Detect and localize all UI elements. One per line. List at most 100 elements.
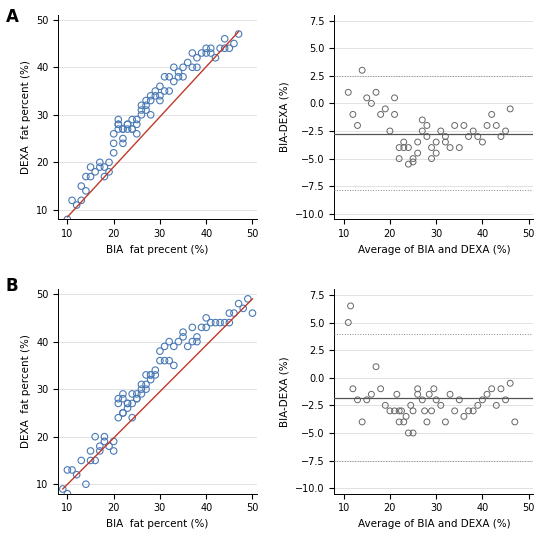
Point bbox=[413, 149, 422, 157]
Point bbox=[402, 412, 410, 421]
Point bbox=[446, 390, 454, 399]
Point bbox=[123, 120, 132, 129]
Point bbox=[432, 149, 441, 157]
Point bbox=[216, 318, 224, 327]
Point bbox=[133, 120, 141, 129]
Point bbox=[156, 91, 164, 100]
Point bbox=[95, 163, 104, 171]
Point bbox=[346, 301, 355, 310]
Point bbox=[206, 44, 215, 53]
Text: A: A bbox=[6, 8, 18, 26]
Point bbox=[169, 77, 178, 86]
Point bbox=[100, 432, 109, 441]
Point bbox=[114, 413, 123, 422]
Point bbox=[68, 196, 76, 205]
Point bbox=[206, 318, 215, 327]
Point bbox=[86, 447, 95, 455]
Point bbox=[386, 127, 394, 135]
Point bbox=[386, 406, 394, 415]
Point bbox=[146, 375, 155, 384]
Point bbox=[95, 442, 104, 450]
Point bbox=[425, 390, 433, 399]
Point bbox=[63, 215, 72, 224]
Point bbox=[169, 361, 178, 370]
Point bbox=[142, 385, 151, 393]
Point bbox=[409, 429, 417, 437]
Point bbox=[483, 121, 492, 130]
Point bbox=[459, 121, 468, 130]
Point bbox=[118, 409, 127, 417]
Point bbox=[234, 299, 243, 308]
Point bbox=[188, 337, 197, 346]
Point bbox=[137, 101, 146, 110]
Point bbox=[225, 318, 234, 327]
Point bbox=[395, 418, 404, 426]
Point bbox=[104, 168, 113, 176]
Point bbox=[142, 106, 151, 114]
Point bbox=[133, 394, 141, 403]
Point bbox=[165, 86, 174, 95]
Point bbox=[160, 86, 169, 95]
Point bbox=[497, 385, 505, 393]
Point bbox=[118, 134, 127, 143]
Point bbox=[248, 309, 257, 318]
Point bbox=[156, 96, 164, 105]
Point bbox=[156, 347, 164, 355]
Point bbox=[455, 143, 464, 152]
Point bbox=[77, 456, 86, 465]
Point bbox=[146, 91, 155, 100]
Point bbox=[91, 432, 100, 441]
Point bbox=[169, 342, 178, 351]
Point bbox=[118, 125, 127, 133]
Point bbox=[501, 127, 510, 135]
Point bbox=[91, 456, 100, 465]
Point bbox=[179, 328, 188, 337]
Point bbox=[404, 429, 413, 437]
Point bbox=[390, 406, 399, 415]
Point bbox=[455, 395, 464, 404]
Point bbox=[349, 110, 358, 119]
Point bbox=[114, 399, 123, 408]
Point bbox=[109, 437, 118, 446]
Point bbox=[123, 120, 132, 129]
Point bbox=[118, 125, 127, 133]
Point bbox=[344, 318, 353, 327]
Point bbox=[165, 337, 174, 346]
Point bbox=[446, 143, 454, 152]
Point bbox=[146, 370, 155, 379]
Point bbox=[399, 143, 408, 152]
Point bbox=[114, 120, 123, 129]
Point bbox=[81, 172, 90, 181]
Point bbox=[192, 63, 201, 72]
Point bbox=[156, 82, 164, 91]
Point bbox=[418, 115, 427, 124]
Point bbox=[409, 158, 417, 166]
Point bbox=[100, 172, 109, 181]
Point bbox=[114, 125, 123, 133]
Point bbox=[202, 48, 211, 57]
Point bbox=[123, 125, 132, 133]
Point bbox=[151, 370, 160, 379]
Point bbox=[137, 390, 146, 398]
Point bbox=[221, 318, 229, 327]
Point bbox=[397, 406, 406, 415]
Point bbox=[492, 121, 500, 130]
Point bbox=[114, 394, 123, 403]
Point bbox=[68, 466, 76, 474]
Point bbox=[109, 447, 118, 455]
Point bbox=[206, 48, 215, 57]
Point bbox=[506, 379, 515, 388]
Point bbox=[118, 139, 127, 147]
Point bbox=[390, 110, 399, 119]
Point bbox=[372, 362, 381, 371]
Y-axis label: BIA-DEXA (%): BIA-DEXA (%) bbox=[279, 356, 290, 427]
Point bbox=[100, 163, 109, 171]
Point bbox=[77, 196, 86, 205]
Point bbox=[413, 138, 422, 146]
Point bbox=[142, 101, 151, 110]
Point bbox=[436, 127, 445, 135]
Point bbox=[367, 99, 376, 108]
Point bbox=[104, 442, 113, 450]
Point bbox=[225, 44, 234, 53]
Point bbox=[362, 395, 371, 404]
